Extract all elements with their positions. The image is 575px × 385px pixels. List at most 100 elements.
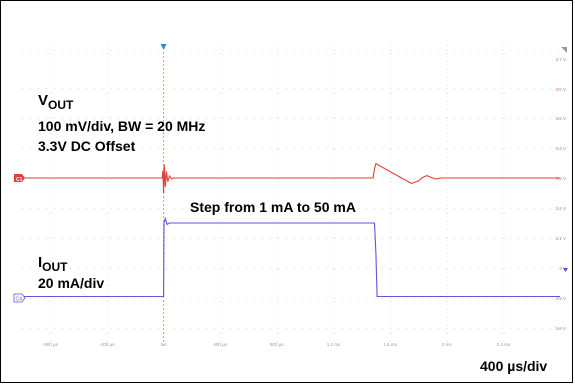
grid-dot [333, 69, 335, 70]
grid-dot [106, 309, 108, 310]
grid-dot [422, 50, 423, 51]
grid-dot [454, 88, 455, 89]
grid-dot [220, 77, 222, 78]
grid-dot [502, 88, 503, 89]
grid-dot [502, 50, 503, 51]
grid-dot [503, 237, 505, 238]
grid-dot [214, 208, 215, 209]
grid-dot [166, 238, 167, 239]
grid-dot [446, 245, 448, 246]
grid-dot [438, 328, 439, 329]
grid-dot [78, 88, 79, 89]
grid-dot [430, 88, 431, 89]
grid-dot [70, 238, 71, 239]
grid-dot [422, 298, 423, 299]
grid-dot [326, 328, 327, 329]
grid-dot [262, 238, 263, 239]
grid-dot [446, 141, 448, 142]
grid-dot [134, 50, 135, 51]
grid-dot [534, 208, 535, 209]
grid-dot [374, 268, 375, 269]
grid-dot [86, 148, 87, 149]
grid-dot [50, 213, 52, 214]
grid-dot [238, 148, 239, 149]
grid-dot [390, 205, 392, 206]
grid-dot [366, 208, 367, 209]
grid-dot [174, 88, 175, 89]
grid-dot [163, 69, 165, 70]
grid-dot [406, 50, 407, 51]
grid-dot [163, 125, 165, 126]
grid-dot [270, 238, 271, 239]
grid-dot [342, 118, 343, 119]
grid-dot [206, 50, 207, 51]
grid-dot [510, 88, 511, 89]
grid-dot [446, 213, 448, 214]
grid-dot [478, 88, 479, 89]
grid-dot [50, 173, 52, 174]
grid-dot [446, 157, 448, 158]
grid-dot [390, 61, 392, 62]
grid-dot [86, 118, 87, 119]
grid-dot [550, 50, 551, 51]
grid-dot [390, 221, 392, 222]
grid-dot [398, 118, 399, 119]
grid-dot [134, 238, 135, 239]
grid-dot [230, 50, 231, 51]
grid-dot [118, 328, 119, 329]
grid-dot [230, 118, 231, 119]
grid-dot [102, 50, 103, 51]
grid-dot [390, 157, 392, 158]
grid-dot [503, 325, 505, 326]
grid-dot [446, 208, 447, 209]
grid-dot [446, 293, 448, 294]
grid-dot [142, 328, 143, 329]
grid-dot [70, 118, 71, 119]
grid-dot [142, 208, 143, 209]
grid-dot [86, 50, 87, 51]
grid-dot [238, 208, 239, 209]
grid-dot [414, 238, 415, 239]
grid-dot [333, 229, 335, 230]
x-tick-label: 1.2 ms [327, 342, 341, 347]
grid-dot [54, 268, 55, 269]
grid-dot [366, 148, 367, 149]
grid-dot [503, 157, 505, 158]
grid-dot [174, 238, 175, 239]
grid-dot [310, 88, 311, 89]
grid-dot [326, 298, 327, 299]
grid-dot [106, 229, 108, 230]
grid-dot [106, 301, 108, 302]
grid-dot [503, 61, 505, 62]
grid-dot [406, 208, 407, 209]
corner-arrow-icon [561, 47, 567, 53]
grid-dot [534, 50, 535, 51]
grid-dot [78, 148, 79, 149]
grid-dot [534, 328, 535, 329]
grid-dot [134, 118, 135, 119]
grid-dot [302, 298, 303, 299]
grid-dot [118, 238, 119, 239]
y-tick-label: 3.2 V [555, 206, 566, 211]
grid-dot [182, 328, 183, 329]
grid-dot [486, 268, 487, 269]
y-tick-label: 3.7 V [555, 57, 566, 62]
grid-dot [446, 61, 448, 62]
grid-dot [166, 268, 167, 269]
grid-dot [150, 298, 151, 299]
grid-dot [518, 118, 519, 119]
grid-dot [350, 118, 351, 119]
grid-dot [406, 268, 407, 269]
grid-dot [214, 50, 215, 51]
grid-dot [102, 88, 103, 89]
grid-dot [286, 268, 287, 269]
grid-dot [62, 298, 63, 299]
grid-dot [542, 208, 543, 209]
grid-dot [86, 328, 87, 329]
grid-dot [518, 50, 519, 51]
grid-dot [390, 173, 392, 174]
grid-dot [126, 238, 127, 239]
grid-dot [558, 88, 559, 89]
grid-dot [163, 141, 165, 142]
grid-dot [150, 88, 151, 89]
